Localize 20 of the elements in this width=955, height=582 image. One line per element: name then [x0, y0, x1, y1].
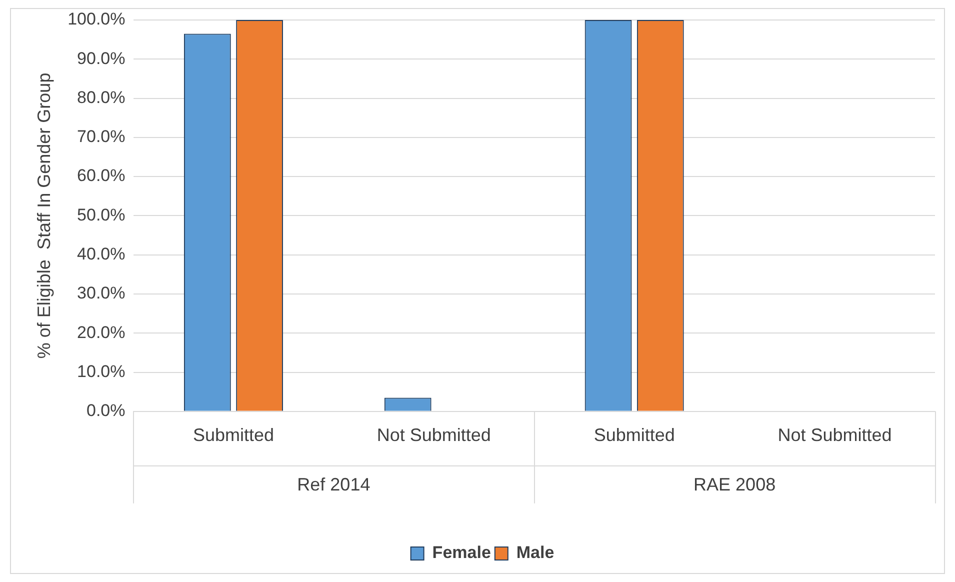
y-tick-label: 40.0% — [77, 244, 126, 264]
y-tick-label: 60.0% — [77, 166, 126, 186]
y-tick-label: 90.0% — [77, 48, 126, 68]
y-axis-title: % of Eligible Staff In Gender Group — [34, 72, 54, 359]
y-tick-label: 0.0% — [86, 401, 126, 420]
y-tick-label: 80.0% — [77, 88, 126, 107]
x-tick-label: Not Submitted — [376, 425, 491, 446]
y-tick-label: 20.0% — [77, 322, 126, 342]
y-tick-label: 50.0% — [77, 205, 126, 224]
x-tick-label: Submitted — [192, 425, 274, 446]
legend-label: Male — [516, 543, 554, 562]
legend-label: Female — [432, 543, 491, 562]
x-tick-label: Not Submitted — [778, 425, 892, 446]
y-tick-label: 30.0% — [77, 284, 126, 303]
x-tick-label: Submitted — [594, 425, 675, 446]
y-tick-label: 70.0% — [77, 127, 126, 146]
text: Ref 2014 — [297, 474, 370, 494]
text: RAE 2008 — [694, 474, 776, 494]
y-tick-label: 10.0% — [77, 362, 126, 381]
y-tick-label: 100.0% — [68, 10, 126, 29]
